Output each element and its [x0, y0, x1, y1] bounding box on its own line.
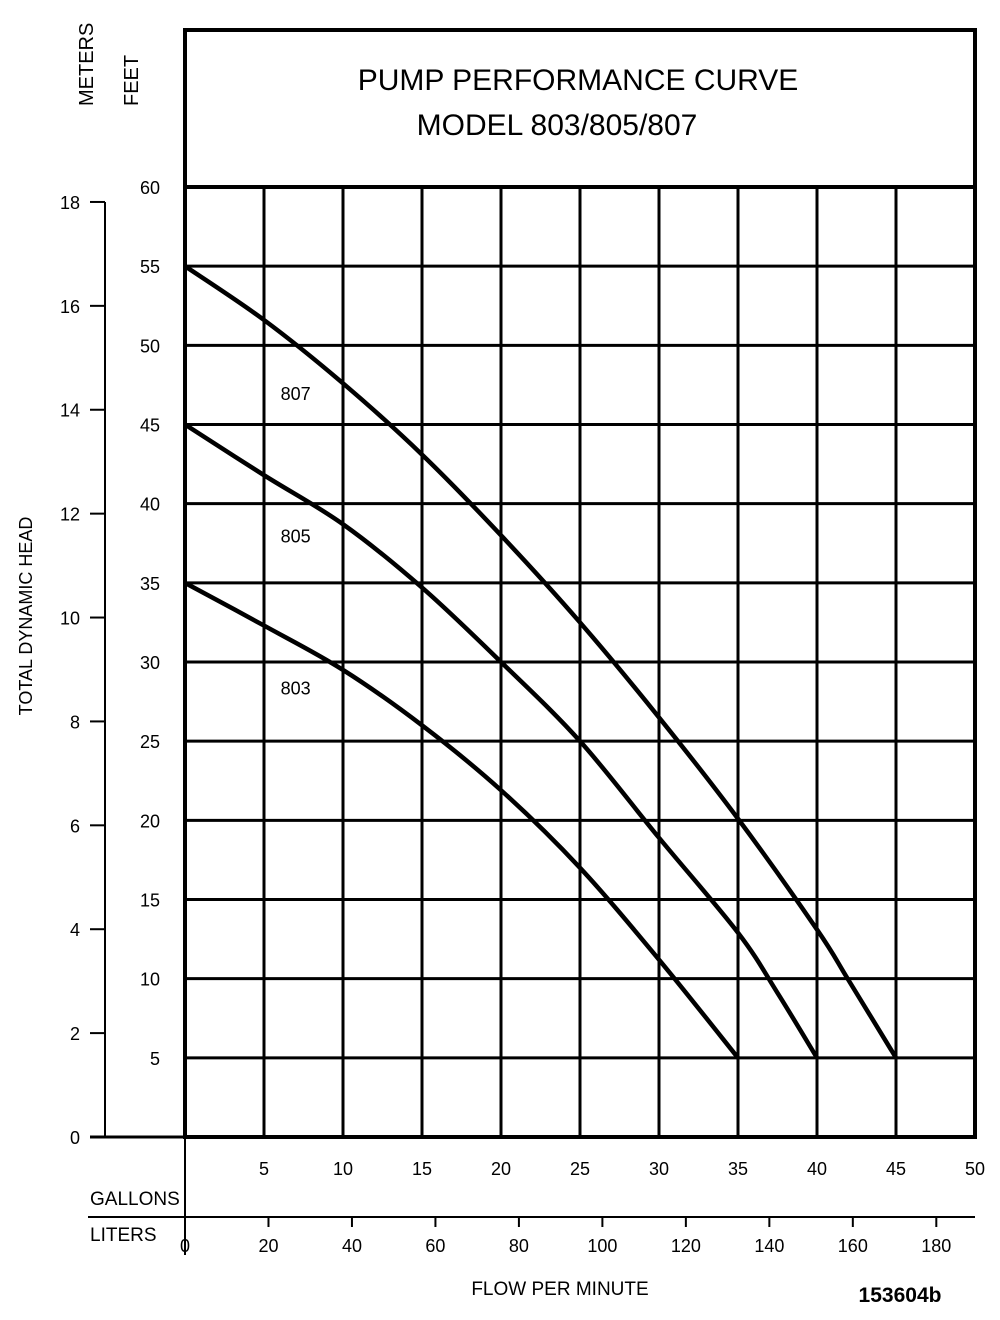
- feet-tick-label: 30: [140, 653, 160, 673]
- liters-tick-label: 60: [425, 1236, 445, 1256]
- meters-tick-label: 10: [60, 609, 80, 629]
- meters-tick-label: 4: [70, 920, 80, 940]
- series-label-807: 807: [281, 384, 311, 404]
- curve-807: [183, 264, 898, 1060]
- liters-tick-label: 120: [671, 1236, 701, 1256]
- series-label-803: 803: [281, 678, 311, 698]
- liters-tick-label: 80: [509, 1236, 529, 1256]
- figure-id: 153604b: [859, 1284, 942, 1307]
- liters-tick-label: 100: [587, 1236, 617, 1256]
- feet-tick-label: 35: [140, 574, 160, 594]
- feet-tick-label: 40: [140, 495, 160, 515]
- feet-tick-label: 15: [140, 891, 160, 911]
- gallons-tick-label: 25: [570, 1159, 590, 1179]
- feet-tick-label: 50: [140, 336, 160, 356]
- liters-label: LITERS: [90, 1225, 157, 1246]
- liters-tick-label: 180: [921, 1236, 951, 1256]
- feet-tick-label: 60: [140, 178, 160, 198]
- gallons-tick-label: 30: [649, 1159, 669, 1179]
- meters-tick-label: 16: [60, 297, 80, 317]
- feet-tick-label: 10: [140, 970, 160, 990]
- liters-tick-label: 140: [754, 1236, 784, 1256]
- curve-803: [183, 580, 740, 1060]
- meters-tick-label: 14: [60, 401, 80, 421]
- curves: [183, 264, 898, 1060]
- feet-tick-label: 5: [150, 1049, 160, 1069]
- labels: PUMP PERFORMANCE CURVE MODEL 803/805/807…: [16, 23, 985, 1307]
- gallons-tick-label: 20: [491, 1159, 511, 1179]
- gallons-tick-label: 35: [728, 1159, 748, 1179]
- gallons-tick-label: 40: [807, 1159, 827, 1179]
- liters-tick-label: 160: [838, 1236, 868, 1256]
- chart-title: PUMP PERFORMANCE CURVE: [358, 64, 799, 97]
- gallons-tick-label: 5: [259, 1159, 269, 1179]
- liters-tick-label: 0: [180, 1236, 190, 1256]
- meters-tick-label: 18: [60, 193, 80, 213]
- series-label-805: 805: [281, 526, 311, 546]
- feet-tick-label: 45: [140, 416, 160, 436]
- liters-tick-label: 40: [342, 1236, 362, 1256]
- x-axis-label: FLOW PER MINUTE: [471, 1279, 648, 1300]
- meters-tick-label: 2: [70, 1024, 80, 1044]
- meters-tick-label: 6: [70, 816, 80, 836]
- feet-tick-label: 55: [140, 257, 160, 277]
- feet-tick-label: 25: [140, 732, 160, 752]
- feet-axis-title: FEET: [121, 55, 143, 106]
- meters-axis-title: METERS: [76, 23, 98, 106]
- gallons-tick-label: 50: [965, 1159, 985, 1179]
- meters-tick-label: 12: [60, 505, 80, 525]
- meters-tick-label: 8: [70, 712, 80, 732]
- curve-805: [183, 422, 819, 1059]
- feet-tick-label: 20: [140, 811, 160, 831]
- gallons-label: GALLONS: [90, 1189, 180, 1210]
- gallons-tick-label: 10: [333, 1159, 353, 1179]
- liters-tick-label: 20: [258, 1236, 278, 1256]
- meters-tick-label: 0: [70, 1128, 80, 1148]
- gallons-tick-label: 15: [412, 1159, 432, 1179]
- gallons-tick-label: 45: [886, 1159, 906, 1179]
- chart-subtitle: MODEL 803/805/807: [417, 109, 698, 142]
- y-axis-label: TOTAL DYNAMIC HEAD: [16, 517, 36, 716]
- axes: [88, 28, 977, 1255]
